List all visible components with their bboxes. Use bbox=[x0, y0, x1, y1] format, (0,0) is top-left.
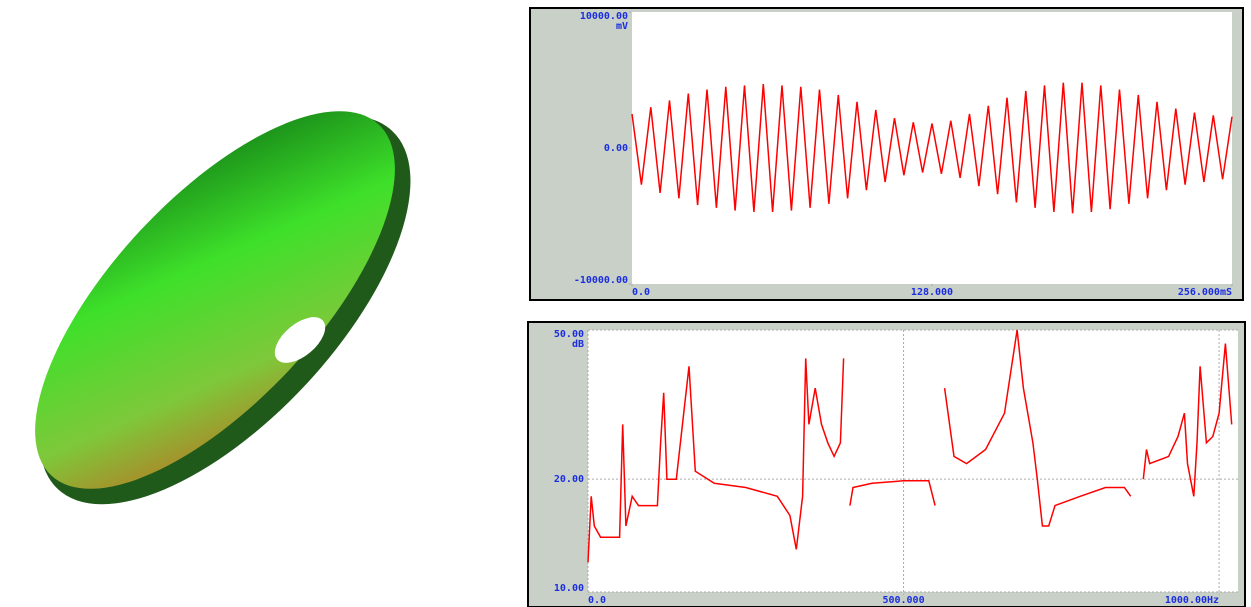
y-tick-label: 10.00 bbox=[554, 583, 584, 594]
y-tick-label: 0.00 bbox=[604, 143, 628, 154]
y-tick-label: 10000.00 bbox=[580, 11, 628, 22]
y-tick-label: 50.00 bbox=[554, 329, 584, 340]
x-tick-label: 0.0 bbox=[588, 595, 606, 606]
x-tick-label: 0.0 bbox=[632, 287, 650, 298]
spectrum-panel bbox=[527, 321, 1246, 607]
x-tick-label: 500.000 bbox=[882, 595, 924, 606]
y-tick-label: -10000.00 bbox=[574, 275, 628, 286]
x-tick-label: 1000.00Hz bbox=[1165, 595, 1219, 606]
series-line bbox=[587, 329, 1233, 563]
y-unit: mV bbox=[616, 21, 628, 32]
x-tick-label: 128.000 bbox=[911, 287, 953, 298]
y-tick-label: 20.00 bbox=[554, 474, 584, 485]
cone-model bbox=[35, 111, 411, 505]
x-tick-label: 256.000mS bbox=[1178, 287, 1232, 298]
series-line bbox=[631, 82, 1233, 214]
y-unit: dB bbox=[572, 339, 584, 350]
